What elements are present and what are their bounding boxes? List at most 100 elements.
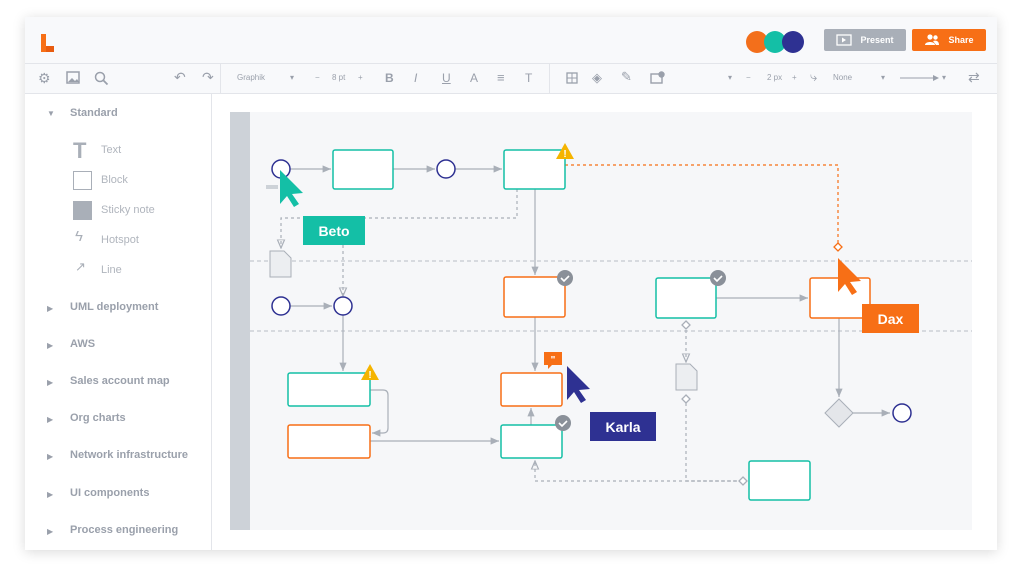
caret-right-icon[interactable]: ▶ bbox=[47, 452, 54, 461]
line-width-value[interactable]: 2 px bbox=[767, 73, 783, 82]
decision-diamond bbox=[824, 398, 854, 428]
end-node bbox=[892, 403, 912, 423]
text-icon: T bbox=[73, 138, 87, 163]
style-check-icon[interactable] bbox=[650, 71, 665, 84]
font-size-value[interactable]: 8 pt bbox=[332, 73, 346, 82]
process-block bbox=[500, 424, 563, 459]
caret-right-icon[interactable]: ▶ bbox=[47, 490, 54, 499]
decrease-width-button[interactable]: − bbox=[746, 73, 751, 82]
swimlane-header bbox=[230, 112, 250, 530]
shape-block[interactable]: Block bbox=[101, 174, 128, 186]
warning-icon: ! bbox=[361, 364, 379, 381]
caret-right-icon[interactable]: ▶ bbox=[47, 378, 54, 387]
cursor-icon bbox=[838, 258, 861, 295]
process-block bbox=[287, 424, 371, 459]
section-network-infrastructure[interactable]: Network infrastructure bbox=[70, 449, 188, 461]
cursor-label-beto: Beto bbox=[303, 216, 365, 245]
section-aws[interactable]: AWS bbox=[70, 338, 96, 350]
align-icon[interactable]: ≡ bbox=[497, 70, 505, 85]
shape-hotspot[interactable]: Hotspot bbox=[101, 234, 139, 246]
increase-font-button[interactable]: + bbox=[358, 73, 363, 82]
cursor-icon bbox=[567, 366, 590, 403]
redo-icon[interactable]: ↷ bbox=[202, 69, 214, 85]
lightning-icon: ϟ bbox=[75, 228, 83, 245]
caret-right-icon[interactable]: ▶ bbox=[47, 415, 54, 424]
process-block bbox=[748, 460, 811, 501]
text-color-icon[interactable]: A bbox=[470, 71, 479, 85]
svg-text:!: ! bbox=[368, 370, 371, 381]
lucid-logo bbox=[41, 34, 54, 52]
decrease-font-button[interactable]: − bbox=[315, 73, 320, 82]
caret-right-icon[interactable]: ▶ bbox=[47, 341, 54, 350]
warning-icon: ! bbox=[556, 143, 574, 160]
swap-icon[interactable]: ⇄ bbox=[968, 69, 980, 85]
people-icon bbox=[925, 34, 940, 45]
shape-library-sidebar: ▼ Standard T Text Block Sticky note ϟ Ho… bbox=[25, 94, 212, 550]
text-options-icon[interactable]: T bbox=[525, 71, 533, 85]
section-process-engineering[interactable]: Process engineering bbox=[70, 524, 179, 536]
document-icon bbox=[675, 363, 698, 391]
gear-icon[interactable]: ⚙ bbox=[38, 70, 51, 86]
event-node bbox=[333, 296, 353, 316]
event-node bbox=[436, 159, 456, 179]
svg-text:!: ! bbox=[563, 149, 566, 160]
swimlane-divider bbox=[250, 260, 972, 332]
chevron-down-icon[interactable]: ▾ bbox=[881, 73, 886, 82]
arrow-style-icon[interactable] bbox=[900, 74, 942, 82]
process-block bbox=[287, 372, 371, 407]
image-icon[interactable] bbox=[66, 71, 80, 84]
process-block bbox=[655, 277, 717, 319]
svg-text:": " bbox=[551, 355, 556, 366]
line-arrow-icon: ↗ bbox=[75, 259, 86, 274]
sticky-note-icon bbox=[73, 201, 92, 220]
pencil-icon[interactable]: ✎ bbox=[621, 69, 632, 84]
chevron-down-icon[interactable]: ▾ bbox=[290, 73, 295, 82]
process-block bbox=[332, 149, 394, 190]
table-icon[interactable] bbox=[566, 72, 578, 84]
section-org-charts[interactable]: Org charts bbox=[70, 412, 126, 424]
process-block bbox=[503, 276, 566, 318]
underline-icon[interactable]: U bbox=[442, 71, 451, 85]
cursor-label-karla: Karla bbox=[590, 412, 656, 441]
italic-icon[interactable]: I bbox=[414, 71, 418, 85]
caret-right-icon[interactable]: ▶ bbox=[47, 304, 54, 313]
play-icon bbox=[836, 34, 853, 46]
share-label: Share bbox=[948, 35, 974, 45]
undo-icon[interactable]: ↶ bbox=[174, 69, 186, 85]
avatar[interactable] bbox=[782, 31, 804, 53]
present-label: Present bbox=[860, 35, 894, 45]
caret-down-icon[interactable]: ▼ bbox=[47, 109, 55, 118]
avatar[interactable] bbox=[746, 31, 768, 53]
shape-sticky-note[interactable]: Sticky note bbox=[101, 204, 155, 216]
process-block bbox=[500, 372, 563, 407]
shape-line[interactable]: Line bbox=[101, 264, 122, 276]
section-standard[interactable]: Standard bbox=[70, 107, 118, 119]
check-icon bbox=[555, 415, 571, 431]
fill-bucket-icon[interactable]: ◈ bbox=[592, 70, 602, 85]
section-sales-account-map[interactable]: Sales account map bbox=[70, 375, 170, 387]
check-icon bbox=[710, 270, 726, 286]
check-icon bbox=[557, 270, 573, 286]
section-uml-deployment[interactable]: UML deployment bbox=[70, 301, 159, 313]
event-node bbox=[271, 296, 291, 316]
shape-text[interactable]: Text bbox=[101, 144, 122, 156]
search-icon[interactable] bbox=[94, 71, 109, 86]
elbow-line-icon[interactable]: ⤷ bbox=[810, 69, 818, 84]
present-button[interactable]: Present bbox=[824, 29, 906, 51]
caret-right-icon[interactable]: ▶ bbox=[47, 527, 54, 536]
toolbar: ⚙ ↶ ↷ Graphik ▾ − 8 pt + B I U A ≡ T ◈ ✎… bbox=[25, 64, 997, 94]
font-select[interactable]: Graphik bbox=[237, 73, 266, 82]
section-ui-components[interactable]: UI components bbox=[70, 487, 150, 499]
comment-icon: " bbox=[544, 352, 562, 369]
line-endpoint-select[interactable]: None bbox=[833, 73, 853, 82]
bold-icon[interactable]: B bbox=[385, 71, 394, 85]
avatar[interactable] bbox=[764, 31, 786, 53]
share-button[interactable]: Share bbox=[912, 29, 986, 51]
chevron-down-icon[interactable]: ▾ bbox=[728, 73, 733, 82]
chevron-down-icon[interactable]: ▾ bbox=[942, 73, 947, 82]
increase-width-button[interactable]: + bbox=[792, 73, 797, 82]
block-icon bbox=[73, 171, 92, 190]
process-block bbox=[503, 149, 566, 190]
cursor-icon bbox=[280, 170, 303, 207]
